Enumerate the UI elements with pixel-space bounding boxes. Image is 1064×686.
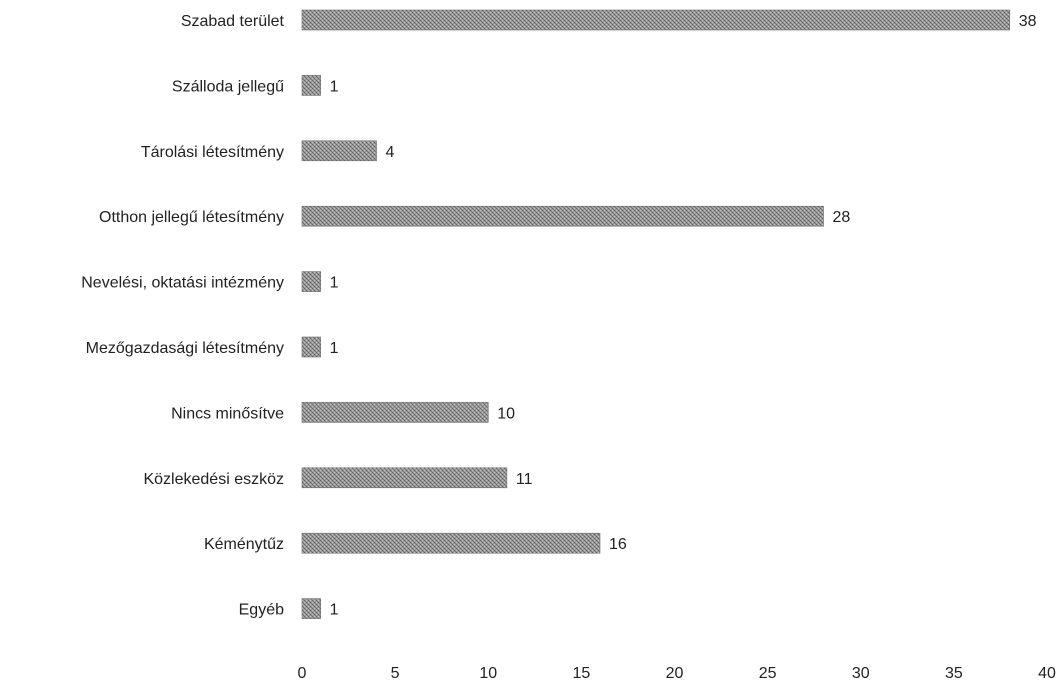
x-tick-label: 0 [298,665,307,682]
category-label: Szabad terület [181,13,285,30]
bar [301,75,321,96]
bar [301,140,377,162]
x-tick-label: 30 [852,665,870,682]
bar [301,9,1011,31]
data-label: 4 [386,144,395,161]
x-tick-label: 20 [666,665,684,682]
x-axis-tick-labels: 0 5 10 15 20 25 30 35 40 [298,665,1056,682]
data-label: 38 [1019,13,1037,30]
data-label: 1 [330,78,339,95]
data-label: 1 [330,275,339,292]
data-label: 1 [330,340,339,357]
data-label: 1 [330,602,339,619]
x-tick-label: 15 [572,665,590,682]
data-label: 10 [497,405,515,422]
category-label: Tárolási létesítmény [141,144,284,161]
x-tick-label: 35 [945,665,963,682]
bar [301,271,321,292]
data-label: 16 [609,536,627,553]
bar [301,402,489,423]
category-label: Nincs minősítve [171,405,284,422]
data-label: 11 [516,471,533,488]
bars-layer [301,9,1011,619]
category-label: Szálloda jellegű [172,78,284,95]
category-labels: Szabad terület Szálloda jellegű Tárolási l… [81,13,284,619]
x-tick-label: 25 [759,665,777,682]
bar [301,336,321,358]
x-tick-label: 40 [1038,665,1056,682]
category-label: Egyéb [239,602,284,619]
x-tick-label: 5 [391,665,400,682]
category-label: Közlekedési eszköz [143,471,284,488]
category-label: Otthon jellegű létesítmény [99,209,284,226]
category-label: Nevelési, oktatási intézmény [81,275,284,292]
data-label: 28 [833,209,851,226]
x-tick-label: 10 [479,665,497,682]
category-label: Kéménytűz [204,536,284,553]
bar [301,532,601,554]
category-label: Mezőgazdasági létesítmény [86,340,284,357]
bar [301,598,321,619]
bar [301,467,508,489]
bar [301,205,824,227]
